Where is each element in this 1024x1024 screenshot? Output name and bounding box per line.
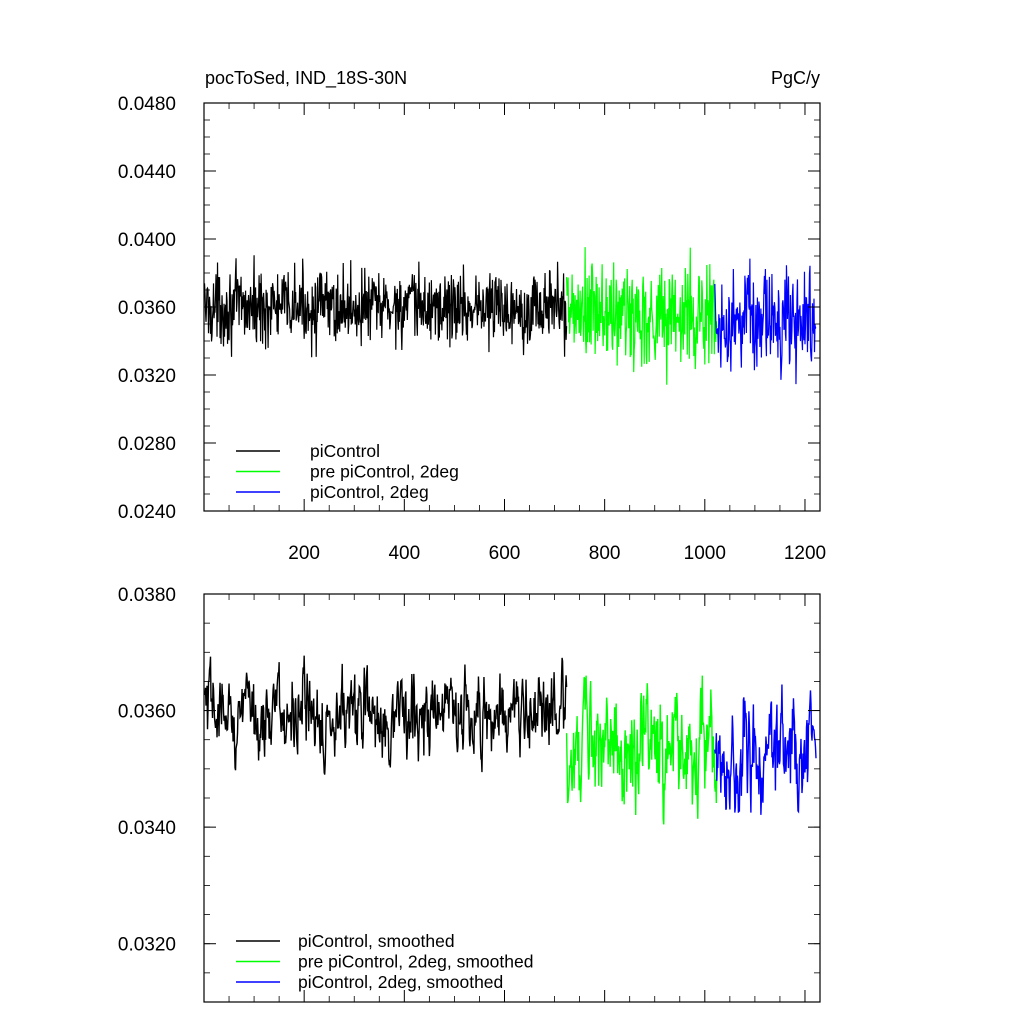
x-tick-label: 600 xyxy=(489,543,521,564)
y-tick-label: 0.0380 xyxy=(118,585,176,606)
y-tick-label: 0.0440 xyxy=(118,162,176,183)
bottom-series-group xyxy=(204,655,817,825)
y-tick-label: 0.0320 xyxy=(118,935,176,956)
x-tick-label: 400 xyxy=(388,543,420,564)
bottom-axis-ticks: 0.0320 0.0340 0.0360 0.0380 xyxy=(118,585,820,1003)
chart-units-label: PgC/y xyxy=(771,68,820,88)
top-axis-ticks: 0.0240 0.0280 0.0320 0.0360 0.0400 0.0440 0.04… xyxy=(118,94,826,564)
series-line-bottom-1 xyxy=(565,675,718,825)
bottom-panel: 0.0320 0.0340 0.0360 0.0380 piControl, smoo… xyxy=(118,585,821,1003)
y-tick-label: 0.0320 xyxy=(118,366,176,387)
legend-label: pre piControl, 2deg, smoothed xyxy=(298,952,533,972)
series-line-top-1 xyxy=(565,247,718,385)
x-tick-label: 1000 xyxy=(684,543,726,564)
y-tick-label: 0.0360 xyxy=(118,702,176,723)
legend-label: pre piControl, 2deg xyxy=(310,462,459,482)
series-line-top-0 xyxy=(204,255,568,358)
top-panel: pocToSed, IND_18S-30N PgC/y 0.0240 0.0280… xyxy=(118,68,826,564)
legend-label: piControl, smoothed xyxy=(298,931,455,951)
y-tick-label: 0.0480 xyxy=(118,94,176,115)
series-line-bottom-0 xyxy=(204,655,568,775)
y-tick-label: 0.0280 xyxy=(118,434,176,455)
legend-label: piControl, 2deg xyxy=(310,482,429,502)
top-series-group xyxy=(204,247,817,385)
bottom-plot-frame xyxy=(203,593,821,1003)
y-tick-label: 0.0240 xyxy=(118,502,176,523)
x-tick-label: 800 xyxy=(589,543,621,564)
legend-label: piControl, 2deg, smoothed xyxy=(298,972,503,992)
x-tick-label: 200 xyxy=(288,543,320,564)
series-line-top-2 xyxy=(714,258,817,385)
chart-title-left: pocToSed, IND_18S-30N xyxy=(205,68,407,89)
x-tick-label: 1200 xyxy=(784,543,826,564)
y-tick-label: 0.0400 xyxy=(118,230,176,251)
y-tick-label: 0.0360 xyxy=(118,298,176,319)
legend-label: piControl xyxy=(310,441,380,461)
y-tick-label: 0.0340 xyxy=(118,818,176,839)
series-line-bottom-2 xyxy=(714,684,817,815)
